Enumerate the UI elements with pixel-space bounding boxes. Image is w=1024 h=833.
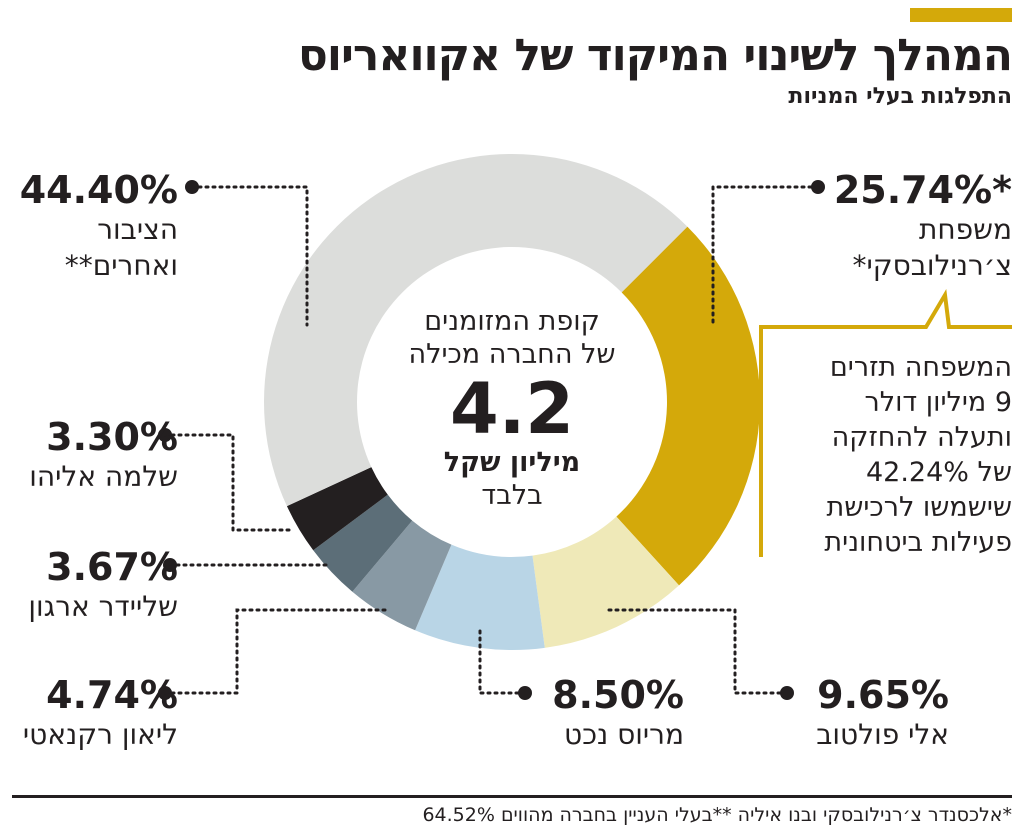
note-line: שישמשו לרכישת xyxy=(826,492,1012,523)
leader-line xyxy=(163,433,294,532)
slice-pct: 4.74% xyxy=(46,673,178,717)
leader-dot xyxy=(158,428,172,442)
leader-line xyxy=(478,628,527,695)
label-eliyahu: 3.30% שלמה אליהו xyxy=(29,415,178,495)
leader-dot xyxy=(518,686,532,700)
slice-pct: 9.65% xyxy=(817,673,949,717)
slice-name: משפחת xyxy=(918,213,1012,246)
footer-divider xyxy=(12,795,1012,798)
callout-bracket xyxy=(759,288,1012,557)
slice-name: שלמה אליהו xyxy=(29,460,178,493)
donut-slice xyxy=(532,516,680,648)
label-poltov: 9.65% אלי פולטוב xyxy=(816,673,949,753)
leader-dot xyxy=(163,558,177,572)
footnote: *אלכסנדר צ׳רנילובסקי ובנו איליה **בעלי ה… xyxy=(422,804,1012,826)
note-line: פעילות ביטחונית xyxy=(824,527,1012,558)
leader-line xyxy=(190,185,309,327)
leader-line xyxy=(606,608,789,695)
leader-dot xyxy=(185,180,199,194)
slice-name: ואחרים** xyxy=(64,249,178,282)
center-text: קופת המזומנים של החברה מכילה xyxy=(362,305,662,371)
center-line-2: של החברה מכילה xyxy=(408,339,616,370)
slice-name: מריוס נכט xyxy=(564,718,684,751)
label-knecht: 8.50% מריוס נכט xyxy=(552,673,684,753)
slice-pct: 3.67% xyxy=(46,545,178,589)
donut-slice xyxy=(352,520,452,631)
page-subtitle: התפלגות בעלי המניות xyxy=(788,84,1012,109)
callout-note: המשפחה תזרים 9 מיליון דולר ותעלה להחזקה … xyxy=(762,350,1012,560)
donut-slice xyxy=(263,153,688,507)
label-argon: 3.67% שליידר ארגון xyxy=(28,545,178,625)
leader-dot xyxy=(158,686,172,700)
leader-line xyxy=(163,608,387,695)
label-recanati: 4.74% ליאון רקנאטי xyxy=(23,673,178,753)
donut-slice xyxy=(616,226,760,586)
slice-pct: 44.40% xyxy=(19,168,178,212)
slice-pct: 25.74%* xyxy=(833,168,1012,212)
slice-pct: 8.50% xyxy=(552,673,684,717)
leader-dot xyxy=(811,180,825,194)
slice-pct: 3.30% xyxy=(46,415,178,459)
center-line-1: קופת המזומנים xyxy=(424,306,600,337)
donut-slice xyxy=(313,494,413,592)
slice-name: אלי פולטוב xyxy=(816,718,949,751)
center-unit-2: בלבד xyxy=(481,480,543,511)
page-title: המהלך לשינוי המיקוד של אקוואריוס xyxy=(297,30,1013,81)
slice-name: צ׳רנילובסקי* xyxy=(852,249,1012,282)
slice-name: הציבור xyxy=(97,213,178,246)
center-value: 4.2 xyxy=(449,368,574,450)
donut-slice xyxy=(286,467,388,551)
donut-slice xyxy=(415,544,545,650)
accent-bar xyxy=(910,8,1012,22)
slice-name: ליאון רקנאטי xyxy=(22,718,178,751)
note-line: של 42.24% xyxy=(865,457,1012,488)
note-line: המשפחה תזרים xyxy=(829,352,1012,383)
note-line: ותעלה להחזקה xyxy=(831,422,1012,453)
leader-line xyxy=(711,185,820,327)
note-line: 9 מיליון דולר xyxy=(864,387,1012,418)
center-unit: מיליון שקל xyxy=(443,447,581,478)
label-public: 44.40% הציבור ואחרים** xyxy=(20,168,178,284)
label-chernilovsky: 25.74%* משפחת צ׳רנילובסקי* xyxy=(834,168,1012,284)
slice-name: שליידר ארגון xyxy=(28,590,178,623)
leader-dot xyxy=(780,686,794,700)
